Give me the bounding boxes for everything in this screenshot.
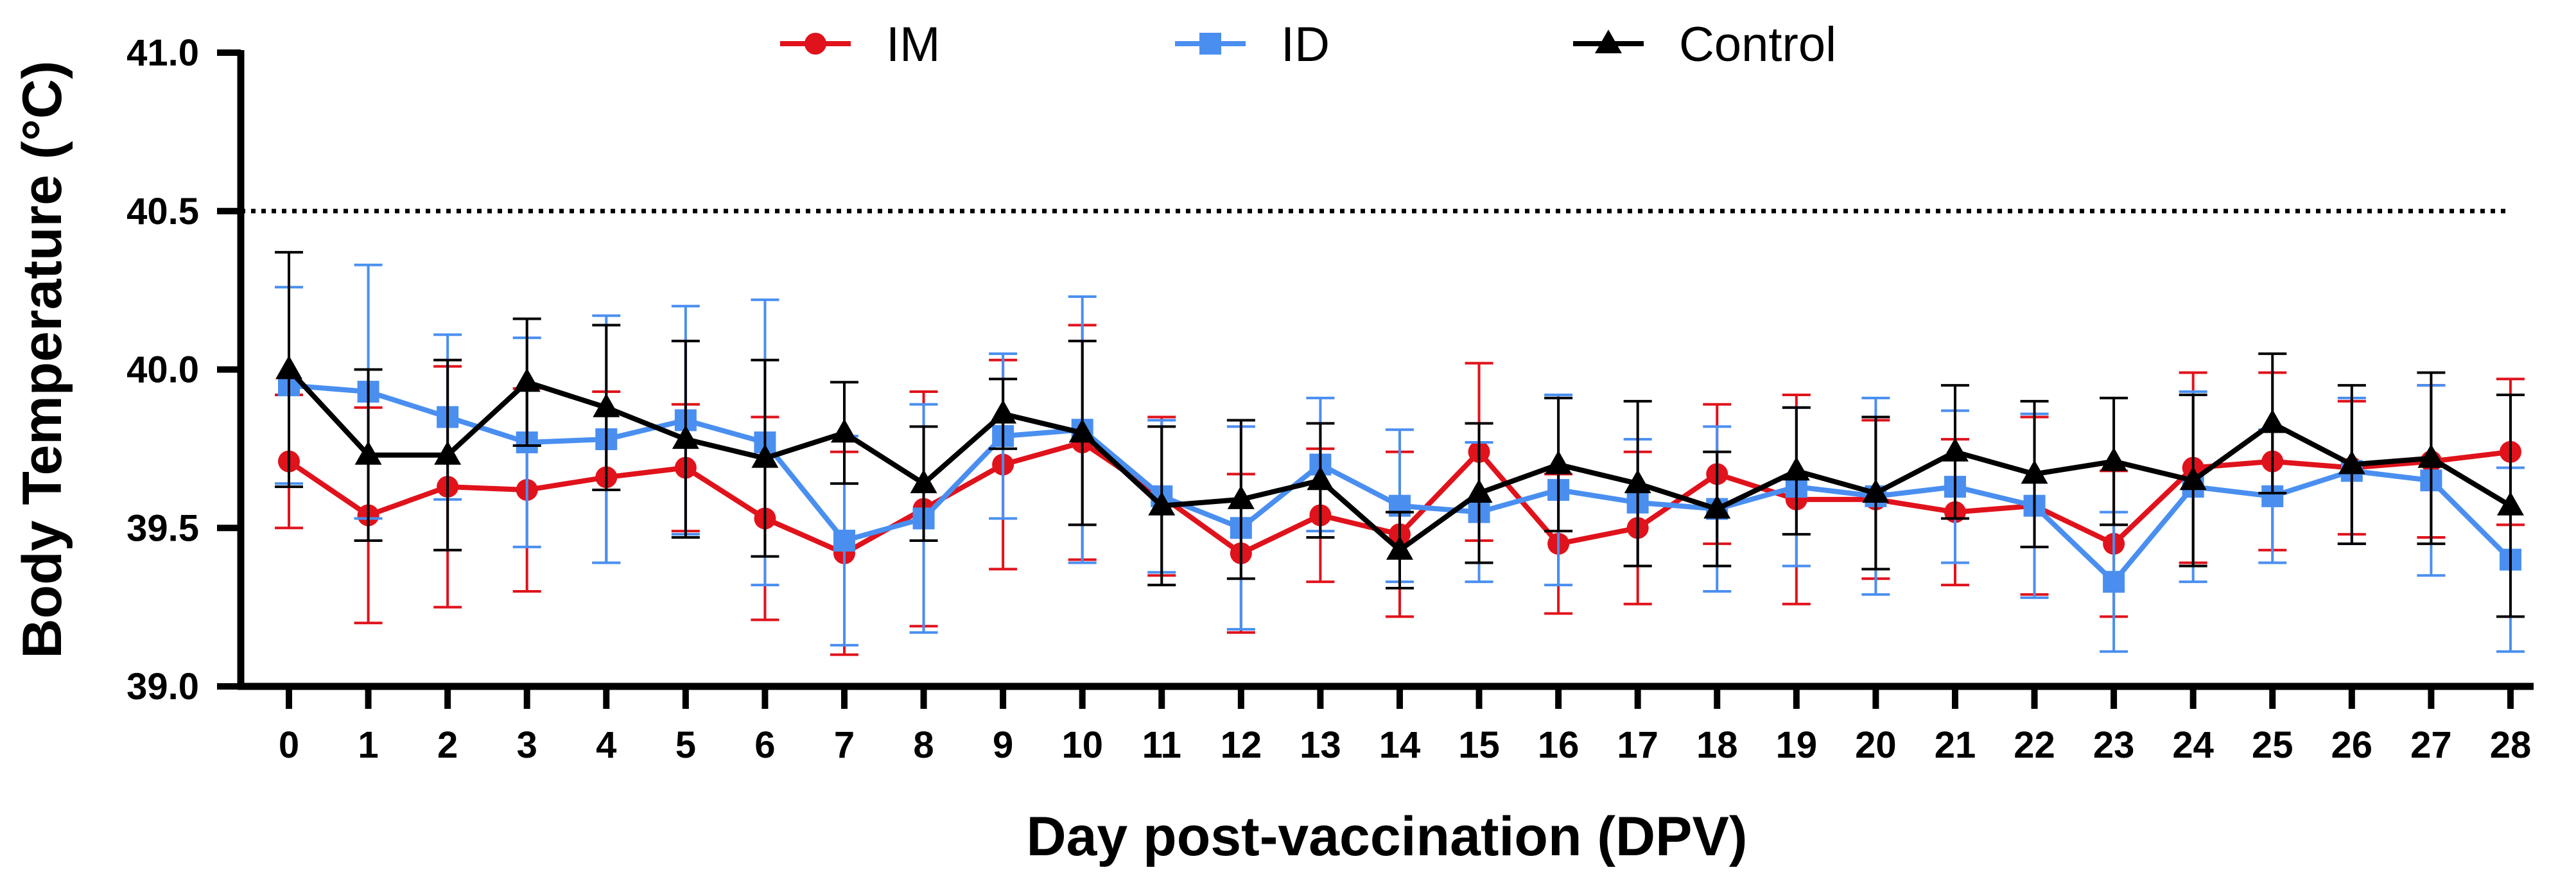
x-tick-label: 20 xyxy=(1855,724,1897,766)
control-point xyxy=(2496,491,2524,516)
x-tick-label: 12 xyxy=(1221,724,1262,766)
x-tick-label: 27 xyxy=(2410,724,2452,766)
y-tick-label: 39.5 xyxy=(126,507,199,549)
legend-id-marker xyxy=(1199,33,1221,55)
legend: IM ID Control xyxy=(780,17,1836,72)
control-point xyxy=(1465,478,1493,503)
x-axis-title: Day post-vaccination (DPV) xyxy=(1027,806,1748,867)
x-tick-label: 18 xyxy=(1696,724,1738,766)
x-tick-label: 3 xyxy=(517,724,537,766)
control-point xyxy=(2179,466,2207,491)
x-tick-label: 14 xyxy=(1379,724,1421,766)
control-point xyxy=(2259,409,2286,433)
control-point xyxy=(1227,485,1255,509)
tick-layer: 39.039.540.040.541.00 1 2 3 4 5 6 7 8 9 10 11 12 13 14… xyxy=(126,32,2531,766)
x-tick-label: 17 xyxy=(1617,724,1658,766)
x-tick-label: 7 xyxy=(834,724,855,766)
control-point xyxy=(1386,535,1413,560)
x-tick-label: 15 xyxy=(1458,724,1500,766)
x-tick-label: 5 xyxy=(675,724,696,766)
control-point xyxy=(593,393,620,417)
x-tick-label: 19 xyxy=(1776,724,1818,766)
x-tick-label: 23 xyxy=(2093,724,2135,766)
control-point xyxy=(2021,460,2048,484)
control-point xyxy=(830,419,858,443)
control-point xyxy=(1068,419,1096,443)
x-tick-label: 24 xyxy=(2172,724,2214,766)
control-point xyxy=(751,444,779,468)
x-tick-label: 8 xyxy=(913,724,934,766)
control-point xyxy=(2417,444,2445,468)
control-point xyxy=(1148,491,1176,516)
y-tick-label: 40.0 xyxy=(126,349,199,391)
x-tick-label: 0 xyxy=(279,724,299,766)
id-point xyxy=(833,529,855,552)
series-layer xyxy=(275,250,2525,656)
control-point xyxy=(354,440,382,465)
x-tick-label: 25 xyxy=(2252,724,2293,766)
series-control xyxy=(275,250,2525,618)
x-tick-label: 28 xyxy=(2490,724,2532,766)
control-point xyxy=(672,425,699,449)
x-tick-label: 2 xyxy=(437,724,458,766)
control-point xyxy=(1862,478,1890,503)
x-tick-label: 13 xyxy=(1300,724,1341,766)
control-point xyxy=(434,440,462,465)
id-point xyxy=(2103,571,2125,593)
y-tick-label: 41.0 xyxy=(126,32,199,74)
x-tick-label: 4 xyxy=(596,724,616,766)
x-tick-label: 22 xyxy=(2014,724,2055,766)
y-tick-label: 40.5 xyxy=(126,191,199,232)
x-tick-label: 9 xyxy=(993,724,1013,766)
legend-control-marker xyxy=(1595,30,1622,53)
control-point xyxy=(989,399,1017,424)
control-point xyxy=(1941,437,1969,462)
control-point xyxy=(2338,450,2365,474)
control-point xyxy=(1624,469,1651,494)
y-tick-label: 39.0 xyxy=(126,666,199,708)
legend-im-marker xyxy=(805,33,826,55)
legend-im-label: IM xyxy=(886,17,940,72)
legend-control-label: Control xyxy=(1679,17,1836,72)
control-point xyxy=(513,368,541,392)
control-point xyxy=(275,355,302,379)
x-tick-label: 1 xyxy=(358,724,378,766)
axis-layer xyxy=(237,50,2534,690)
y-axis-title: Body Temperature (°C) xyxy=(12,60,73,658)
x-tick-label: 16 xyxy=(1538,724,1580,766)
control-point xyxy=(910,469,937,494)
legend-id-label: ID xyxy=(1281,17,1330,72)
x-tick-label: 26 xyxy=(2331,724,2373,766)
control-point xyxy=(1703,494,1731,519)
x-tick-label: 11 xyxy=(1142,724,1181,766)
x-tick-label: 21 xyxy=(1935,724,1976,766)
x-tick-label: 10 xyxy=(1061,724,1103,766)
x-tick-label: 6 xyxy=(754,724,775,766)
control-point xyxy=(2100,447,2128,471)
control-point xyxy=(1307,466,1334,491)
control-point xyxy=(1782,457,1810,481)
control-point xyxy=(1545,450,1572,474)
